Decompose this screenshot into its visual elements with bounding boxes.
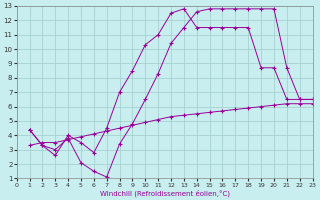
X-axis label: Windchill (Refroidissement éolien,°C): Windchill (Refroidissement éolien,°C) xyxy=(100,189,229,197)
